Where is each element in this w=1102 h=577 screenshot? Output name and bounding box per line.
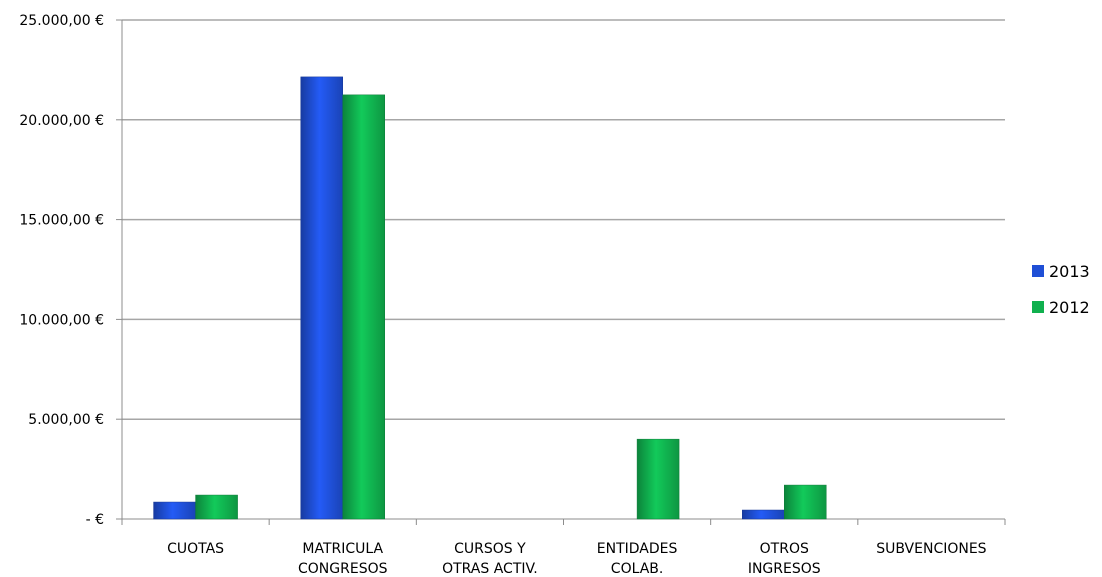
- y-tick-label: 20.000,00 €: [19, 113, 104, 129]
- bar-2012-4: [784, 484, 827, 520]
- x-category-label: MATRICULA: [302, 541, 383, 557]
- legend-label-2012: 2012: [1049, 298, 1090, 317]
- axes: [116, 19, 1006, 525]
- x-category-label: SUBVENCIONES: [876, 541, 986, 557]
- y-tick-label: 10.000,00 €: [19, 312, 104, 328]
- legend: 2013 2012: [1032, 262, 1090, 317]
- bar-2013-0: [153, 501, 196, 520]
- x-category-label: INGRESOS: [748, 561, 821, 577]
- gridlines: [122, 19, 1005, 420]
- y-tick-label: 15.000,00 €: [19, 213, 104, 229]
- legend-swatch-2012: [1032, 301, 1044, 313]
- y-tick-label: 25.000,00 €: [19, 13, 104, 29]
- y-tick-label: - €: [86, 512, 104, 528]
- x-category-label: ENTIDADES: [597, 541, 678, 557]
- x-category-label: CONGRESOS: [298, 561, 388, 577]
- x-category-label: CURSOS Y: [454, 541, 526, 557]
- bar-2012-3: [636, 438, 680, 520]
- y-axis-tick-labels: - € 5.000,00 € 10.000,00 € 15.000,00 € 20.00…: [19, 13, 104, 528]
- bar-2012-1: [342, 94, 385, 520]
- x-axis-category-labels: CUOTAS MATRICULA CONGRESOS CURSOS Y OTRAS AC…: [167, 541, 987, 577]
- legend-label-2013: 2013: [1049, 262, 1090, 281]
- legend-swatch-2013: [1032, 265, 1044, 277]
- x-category-label: COLAB.: [611, 561, 664, 577]
- bar-2012-0: [195, 494, 238, 520]
- bar-2013-1: [300, 76, 343, 520]
- x-category-label: OTROS: [760, 541, 809, 557]
- bar-2013-4: [742, 509, 785, 520]
- y-tick-label: 5.000,00 €: [28, 412, 104, 428]
- x-category-label: OTRAS ACTIV.: [442, 561, 538, 577]
- x-category-label: CUOTAS: [167, 541, 224, 557]
- bars: [153, 76, 827, 520]
